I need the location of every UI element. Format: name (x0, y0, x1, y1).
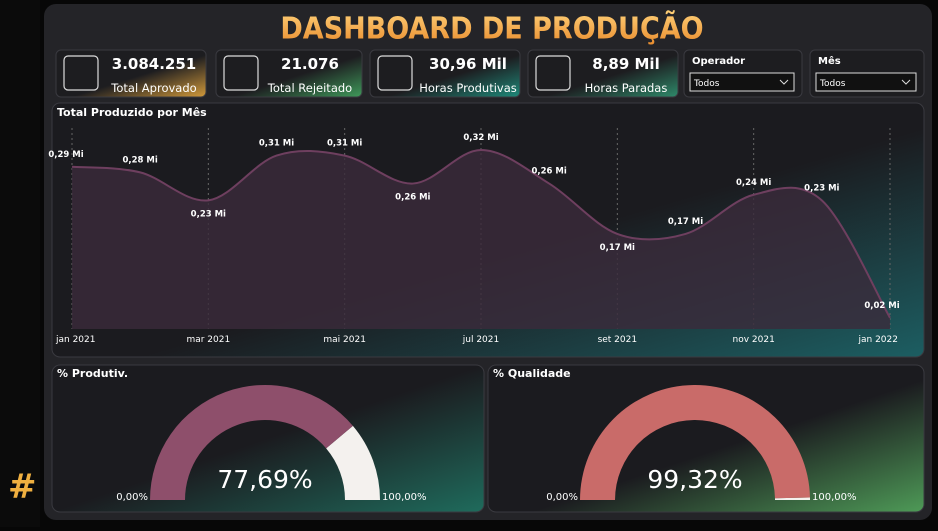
kpi-label: Total Aprovado (110, 81, 196, 95)
gauge-value (150, 384, 353, 500)
gauge-value-label: 99,32% (647, 465, 742, 494)
x-tick-label: set 2021 (598, 335, 638, 345)
data-label: 0,32 Mi (463, 133, 498, 143)
kpi-value: 21.076 (281, 55, 339, 73)
line (71, 148, 891, 319)
dropdown-value: Todos (819, 79, 846, 89)
kpi-icon (377, 55, 413, 91)
area (72, 150, 890, 329)
data-label: 0,02 Mi (864, 301, 899, 311)
kpi-icon (535, 55, 571, 91)
data-label: 0,23 Mi (191, 209, 226, 219)
dropdown[interactable] (689, 72, 795, 92)
logo: # (8, 467, 37, 507)
x-tick-label: mar 2021 (186, 335, 230, 345)
kpi-label: Horas Paradas (585, 81, 668, 95)
filter-label: Mês (818, 55, 841, 67)
data-label: 0,26 Mi (532, 167, 567, 177)
kpi-value: 8,89 Mil (592, 55, 659, 73)
data-label: 0,31 Mi (259, 139, 294, 149)
kpi-card (369, 49, 521, 98)
x-tick-label: nov 2021 (733, 335, 775, 345)
data-label: 0,28 Mi (123, 155, 158, 165)
gauge-track (326, 425, 380, 500)
gauge-max-label: 100,00% (812, 492, 857, 503)
data-label: 0,17 Mi (600, 243, 635, 253)
kpi-value: 3.084.251 (112, 55, 196, 73)
x-tick-label: jan 2022 (858, 335, 899, 345)
gauge-value-label: 77,69% (217, 465, 312, 494)
gauge-min-label: 0,00% (116, 492, 148, 503)
kpi-card (55, 49, 207, 98)
data-label: 0,31 Mi (327, 139, 362, 149)
x-tick-label: jan 2021 (55, 335, 96, 345)
kpi-value: 30,96 Mil (429, 55, 507, 73)
filter-label: Operador (692, 56, 745, 67)
chart-title: Total Produzido por Mês (57, 106, 207, 119)
data-label: 0,26 Mi (395, 193, 430, 203)
sidebar (0, 0, 40, 527)
gauge-min-label: 0,00% (546, 492, 578, 503)
data-label: 0,23 Mi (804, 183, 839, 193)
kpi-card (215, 49, 363, 98)
data-label: 0,29 Mi (48, 150, 83, 160)
gauge-max-label: 100,00% (382, 492, 427, 503)
dropdown-arrow (779, 79, 789, 85)
kpi-icon (223, 55, 259, 91)
dashboard-title: DASHBOARD DE PRODUÇÃO (280, 10, 703, 47)
kpi-card (527, 49, 679, 98)
kpi-icon (63, 55, 99, 91)
kpi-label: Total Rejeitado (267, 81, 352, 95)
data-label: 0,17 Mi (668, 217, 703, 227)
chart-title: % Qualidade (493, 367, 571, 380)
gauge-value (580, 385, 810, 500)
dropdown-value: Todos (693, 79, 720, 89)
gauge-track (774, 497, 810, 500)
kpi-label: Horas Produtivas (419, 81, 517, 95)
chart-title: % Produtiv. (57, 367, 128, 380)
dropdown[interactable] (815, 72, 917, 92)
x-tick-label: jul 2021 (462, 335, 499, 345)
data-label: 0,24 Mi (736, 178, 771, 188)
dropdown-arrow (901, 79, 911, 85)
x-tick-label: mai 2021 (323, 335, 366, 345)
